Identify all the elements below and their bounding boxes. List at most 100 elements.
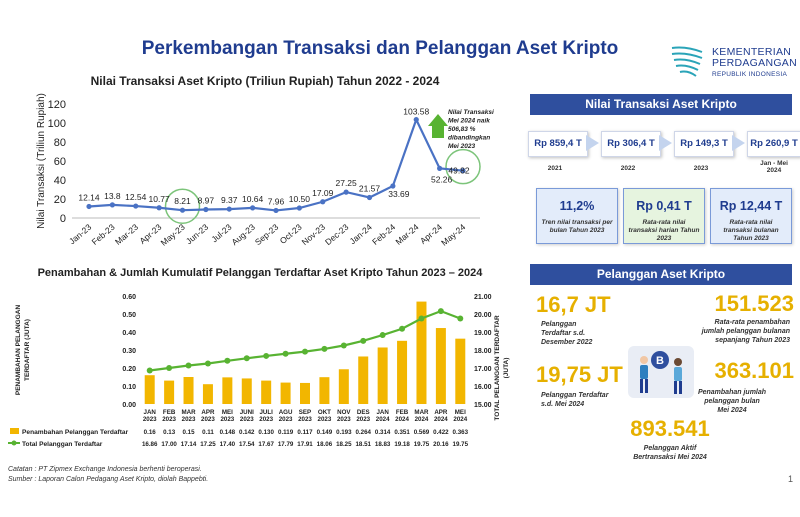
data-point	[320, 199, 326, 205]
data-label: 13.8	[104, 191, 121, 201]
data-point	[460, 168, 466, 174]
y2-tick-label: 20.00	[474, 312, 492, 319]
x-tick-label-year: 2023	[298, 416, 312, 423]
data-point	[390, 183, 396, 189]
x-tick-label-year: 2023	[182, 416, 196, 423]
data-label: 8.97	[198, 195, 215, 205]
year-value-box: Rp 149,3 T	[674, 131, 734, 157]
total-point	[224, 357, 231, 364]
y-tick-label: 0.60	[122, 294, 136, 301]
x-tick-label-year: 2023	[279, 416, 293, 423]
y-tick-label: 80	[54, 137, 66, 149]
y-tick-label: 100	[48, 118, 66, 130]
line-value-label: 19.75	[414, 441, 430, 448]
total-point	[185, 362, 192, 369]
data-point	[413, 116, 419, 123]
data-point	[133, 203, 139, 209]
total-point	[204, 360, 211, 367]
line-value-label: 17.25	[200, 441, 216, 448]
total-point	[340, 342, 347, 349]
y-tick-label: 60	[54, 156, 66, 168]
x-tick-label-year: 2024	[453, 416, 467, 423]
line-value-label: 19.75	[453, 441, 469, 448]
total-point	[360, 337, 367, 344]
bar	[300, 382, 310, 404]
x-tick-label-year: 2024	[415, 416, 429, 423]
data-point	[296, 205, 302, 211]
x-tick-label-year: 2023	[162, 416, 176, 423]
x-tick-label-year: 2023	[220, 416, 234, 423]
line-value-label: 17.40	[220, 441, 236, 448]
data-label: 8.21	[174, 196, 191, 206]
data-label: 52.26	[431, 174, 453, 184]
line-value-label: 17.54	[239, 441, 255, 448]
legend-marker-line	[11, 440, 17, 446]
x-tick-label: FEB	[396, 409, 409, 416]
total-line	[149, 309, 461, 372]
line-value-label: 18.51	[355, 441, 371, 448]
total-point	[437, 308, 444, 315]
bar	[222, 377, 233, 404]
bar	[144, 375, 155, 404]
x-tick-label: Sep-23	[253, 222, 281, 247]
legend-label-line: Total Pelanggan Terdaftar	[22, 441, 103, 448]
summary-value: 11,2%	[559, 199, 595, 213]
y-tick-label: 0.50	[122, 312, 136, 319]
data-point	[437, 165, 443, 171]
annotation-text: Mei 2023	[448, 143, 475, 150]
kpi-avg-monthly-2023: 151.523	[714, 291, 794, 316]
bar-value-label: 0.351	[394, 429, 410, 436]
data-label: 10.64	[242, 194, 264, 204]
y2-tick-label: 15.00	[474, 402, 492, 409]
kpi-registered-may-2024-desc: Pelanggan Terdaftar s.d. Mei 2024	[541, 392, 609, 408]
x-tick-label: DES	[357, 409, 370, 416]
annotation-text: Mei 2024 naik	[448, 118, 490, 125]
bar-value-label: 0.117	[297, 429, 313, 436]
bar-value-label: 0.193	[336, 429, 352, 436]
year-label: 2021	[547, 165, 563, 172]
up-arrow-icon	[428, 114, 448, 138]
bar	[164, 380, 175, 404]
bar	[202, 384, 213, 404]
bar-value-label: 0.119	[278, 429, 294, 436]
annotation-text: dibandingkan	[448, 135, 490, 142]
logo-line-1: KEMENTERIAN	[712, 46, 792, 58]
logo-text: KEMENTERIAN PERDAGANGAN REPUBLIK INDONES…	[712, 47, 797, 80]
line-value-label: 20.16	[433, 441, 449, 448]
data-label: 10.50	[289, 194, 311, 204]
data-point	[343, 189, 349, 195]
kpi-registered-2022-desc: Pelanggan Terdaftar s.d. Desember 2022	[541, 321, 593, 346]
x-tick-label: FEB	[163, 409, 176, 416]
total-point	[282, 350, 289, 357]
y-axis-label: Nilai Transaksi (Triliun Rupiah)	[36, 93, 47, 229]
data-label: 7.96	[268, 196, 285, 206]
kpi-added-may-2024-desc: Penambahan jumlah pelanggan bulan Mei 20…	[697, 389, 767, 414]
customer-combo-chart: 0.00 0.10 0.20 0.30 0.40 0.50 0.60 15.00 16.00 17…	[8, 294, 510, 448]
bar	[183, 377, 194, 404]
legend-label-bar: Penambahan Pelanggan Terdaftar	[22, 429, 129, 436]
kpi-active-may-2024-desc: Pelanggan Aktif Bertransaksi Mei 2024	[633, 445, 707, 461]
summary-desc: Tren nilai transaksi per bulan Tahun 202…	[541, 219, 613, 234]
x-tick-label: Feb-23	[90, 222, 117, 247]
data-point	[109, 202, 115, 208]
y-tick-label: 0.20	[122, 366, 136, 373]
data-label: 33.69	[388, 189, 410, 199]
x-tick-label: AGU	[279, 409, 293, 416]
data-label: 21.57	[359, 184, 381, 194]
year-label: 2023	[693, 165, 709, 172]
data-point	[273, 207, 279, 214]
kemendag-logo	[671, 46, 703, 77]
x-tick-label: APR	[434, 409, 448, 416]
x-tick-label: Jan-23	[67, 222, 94, 247]
bar	[435, 328, 446, 404]
x-tick-label: JAN	[376, 409, 389, 416]
bar	[241, 378, 252, 404]
logo-line-3: REPUBLIK INDONESIA	[712, 71, 788, 78]
svg-text:B: B	[656, 355, 664, 367]
summary-box: Rp 12,44 T Rata-rata nilai transaksi bula…	[710, 188, 792, 244]
page-number: 1	[788, 474, 794, 484]
y2-axis-label-2: (JUTA)	[503, 358, 510, 379]
x-tick-label: Dec-23	[323, 222, 351, 247]
total-point	[166, 365, 173, 371]
